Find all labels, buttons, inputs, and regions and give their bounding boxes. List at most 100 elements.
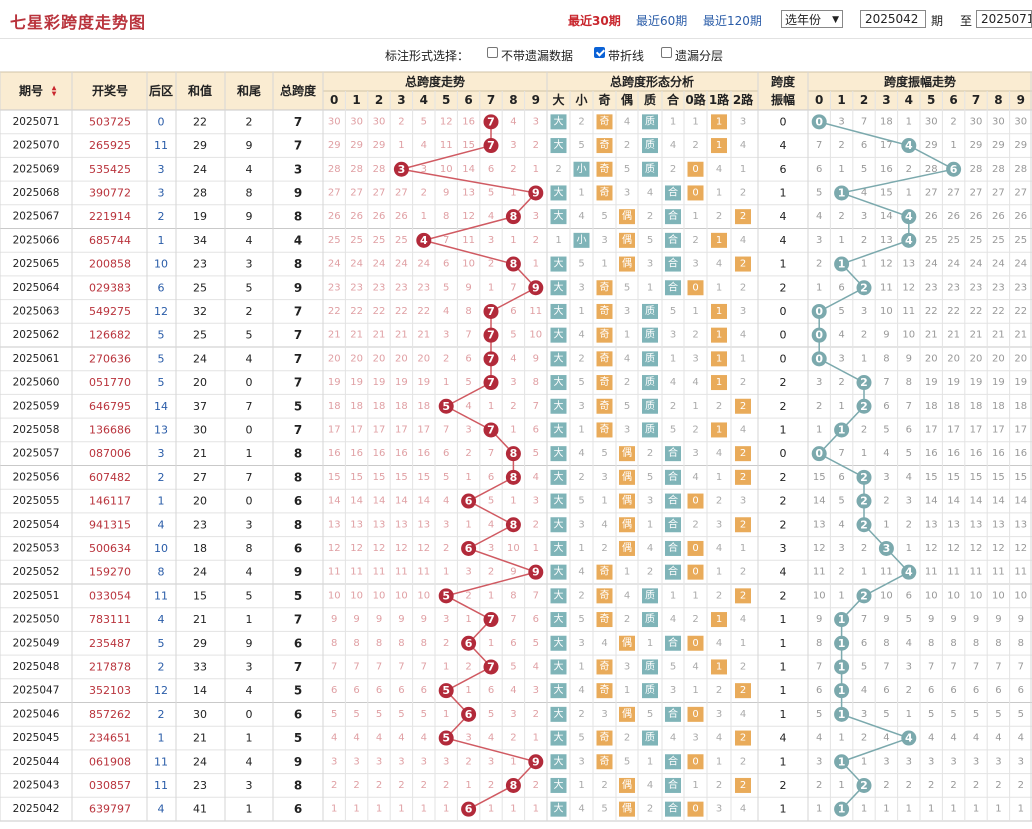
- table-row: 2025044 061908 11 24 4 9 3 3 3 3 3 3 2 3 1 大 3 奇 5 1 合 0 1 2 1 3 1…: [13, 754, 1024, 770]
- sum-cell: 29: [193, 139, 207, 152]
- range-60-link[interactable]: 最近60期: [636, 14, 688, 28]
- form-tag-text: 合: [668, 446, 678, 459]
- span-cell: 7: [294, 328, 302, 342]
- form-tag-text: 合: [668, 754, 678, 767]
- header-digit: 0: [330, 93, 338, 107]
- form-tag: [550, 730, 567, 746]
- header-digit: 1: [352, 93, 360, 107]
- miss-cell: 27: [925, 187, 938, 198]
- miss-cell: 2: [861, 733, 867, 744]
- form-tag: [550, 351, 567, 367]
- miss-cell: 1: [716, 756, 722, 767]
- form-tag: [665, 754, 681, 770]
- miss-cell: 4: [578, 804, 584, 815]
- miss-cell: 1: [670, 353, 676, 364]
- header-digit: 3: [397, 93, 405, 107]
- miss-cell: 1: [510, 804, 516, 815]
- miss-cell: 1: [740, 543, 746, 554]
- miss-cell: 3: [398, 756, 404, 767]
- prize-cell: 126682: [89, 329, 131, 342]
- miss-cell: 17: [992, 424, 1005, 435]
- tail-cell: 4: [246, 163, 253, 176]
- polyline-checkbox[interactable]: [594, 47, 605, 58]
- miss-cell: 6: [950, 685, 956, 696]
- amp-ball-text: 1: [838, 186, 846, 199]
- miss-cell: 24: [328, 259, 341, 270]
- miss-cell: 1: [995, 804, 1001, 815]
- header-span: 总跨度: [280, 83, 317, 98]
- miss-cell: 12: [462, 211, 475, 222]
- miss-cell: 9: [376, 614, 382, 625]
- miss-cell: 10: [902, 330, 915, 341]
- miss-cell: 5: [950, 709, 956, 720]
- span-cell: 8: [294, 518, 302, 532]
- miss-cell: 27: [328, 187, 341, 198]
- miss-cell: 9: [816, 614, 822, 625]
- sum-cell: 15: [193, 589, 207, 602]
- back-cell: 5: [158, 637, 165, 650]
- no-missing-checkbox[interactable]: [487, 47, 498, 58]
- span-ball-text: 7: [487, 423, 495, 436]
- miss-cell: 22: [925, 306, 938, 317]
- miss-cell: 4: [488, 733, 494, 744]
- issue-cell: 2025060: [13, 377, 60, 389]
- miss-cell: 10: [507, 543, 520, 554]
- range-30-link[interactable]: 最近30期: [568, 14, 621, 28]
- miss-cell: 2: [692, 424, 698, 435]
- miss-cell: 27: [395, 187, 408, 198]
- span-cell: 9: [294, 565, 302, 579]
- miss-cell: 1: [601, 259, 607, 270]
- amp-ball-text: 1: [838, 684, 846, 697]
- layered-checkbox[interactable]: [661, 47, 672, 58]
- table-row: 2025048 217878 2 33 3 7 7 7 7 7 7 1 2 5 4 大 1 奇 3 质 5 4 1 2 1 7 5 7…: [13, 659, 1024, 675]
- span-ball: [438, 398, 454, 414]
- header-amp: 跨度: [771, 74, 796, 89]
- miss-cell: 25: [925, 235, 938, 246]
- miss-cell: 1: [510, 235, 516, 246]
- miss-cell: 3: [443, 330, 449, 341]
- miss-cell: 29: [925, 140, 938, 151]
- miss-cell: 16: [992, 448, 1005, 459]
- miss-cell: 3: [861, 306, 867, 317]
- road-tag: [735, 730, 751, 746]
- miss-cell: 16: [328, 448, 341, 459]
- year-select[interactable]: 选年份: [781, 10, 843, 29]
- layered-label[interactable]: 遗漏分层: [675, 49, 724, 63]
- span-ball-text: 7: [487, 376, 495, 389]
- from-issue-input[interactable]: 2025042: [860, 10, 926, 28]
- miss-cell: 7: [533, 590, 539, 601]
- form-tag: [665, 540, 681, 556]
- road-tag: [735, 398, 751, 414]
- road-tag: [735, 209, 751, 225]
- form-tag-text: 质: [645, 115, 655, 127]
- sum-cell: 18: [193, 542, 207, 555]
- amp-ball-text: 1: [838, 258, 846, 271]
- miss-cell: 3: [533, 116, 539, 127]
- miss-cell: 3: [973, 756, 979, 767]
- miss-cell: 10: [880, 306, 893, 317]
- sum-cell: 21: [193, 447, 207, 460]
- tail-cell: 4: [246, 684, 253, 697]
- miss-cell: 5: [647, 472, 653, 483]
- to-issue-input[interactable]: 2025071: [976, 10, 1032, 28]
- amp-cell: 0: [780, 329, 787, 342]
- miss-cell: 1: [443, 661, 449, 672]
- range-120-link[interactable]: 最近120期: [703, 14, 762, 28]
- form-tag-text: 奇: [600, 114, 610, 127]
- road-tag: [735, 517, 751, 533]
- miss-cell: 2: [1018, 780, 1024, 791]
- polyline-label[interactable]: 带折线: [608, 49, 645, 63]
- road-tag: [687, 280, 704, 296]
- form-tag: [619, 446, 635, 462]
- miss-cell: 30: [970, 116, 983, 127]
- miss-cell: 3: [740, 116, 746, 127]
- miss-cell: 2: [555, 164, 561, 175]
- miss-cell: 6: [510, 638, 516, 649]
- no-missing-label[interactable]: 不带遗漏数据: [501, 49, 574, 63]
- miss-cell: 3: [740, 496, 746, 507]
- miss-cell: 3: [601, 235, 607, 246]
- miss-cell: 2: [740, 282, 746, 293]
- sum-cell: 24: [193, 566, 207, 579]
- miss-cell: 3: [950, 756, 956, 767]
